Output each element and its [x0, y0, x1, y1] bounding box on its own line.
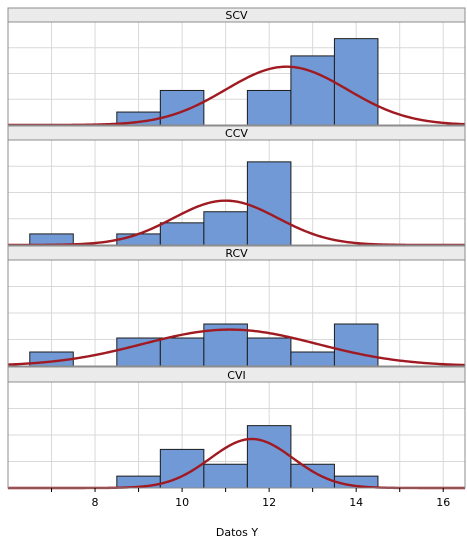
- histogram-bar: [246, 161, 292, 246]
- histogram-bar: [203, 211, 248, 246]
- histogram-bar: [116, 337, 161, 367]
- x-tick-label: 8: [92, 496, 99, 509]
- panel-title: CCV: [225, 127, 248, 140]
- panel-rcv: RCV: [7, 245, 466, 367]
- histogram-bar: [246, 425, 292, 489]
- histogram-bar: [29, 233, 74, 246]
- histogram-bar: [246, 337, 292, 367]
- panel-strip: [7, 125, 466, 141]
- histogram-bar: [159, 222, 205, 246]
- x-tick-label: 16: [436, 496, 450, 509]
- panel-ccv: CCV: [7, 125, 466, 247]
- x-axis: 8 10 12 14 16: [51, 488, 450, 509]
- normal-fit-curve: [7, 328, 466, 367]
- histogram-bar: [159, 89, 205, 126]
- panel-strip: [7, 7, 466, 23]
- panel-strip: [7, 245, 466, 261]
- histogram-bar: [333, 38, 379, 126]
- histogram-bar: [159, 337, 205, 367]
- histogram-bar: [333, 323, 379, 367]
- panel-cvi: CVI: [7, 366, 466, 490]
- panel-scv: SCV: [7, 7, 466, 127]
- x-tick-label: 10: [175, 496, 189, 509]
- histogram-bar: [246, 89, 292, 126]
- x-tick-label: 14: [349, 496, 363, 509]
- histogram-bar: [290, 351, 335, 367]
- panel-strip: [7, 366, 466, 383]
- panels-group: SCV CCV RCV CVI: [7, 7, 466, 490]
- histogram-bar: [290, 55, 335, 126]
- x-tick-label: 12: [262, 496, 276, 509]
- panel-title: CVI: [227, 369, 245, 382]
- histogram-bar: [203, 463, 248, 489]
- panel-title: RCV: [225, 247, 248, 260]
- histogram-bar: [290, 463, 335, 489]
- x-axis-label: Datos Y: [216, 526, 258, 539]
- panel-title: SCV: [225, 9, 248, 22]
